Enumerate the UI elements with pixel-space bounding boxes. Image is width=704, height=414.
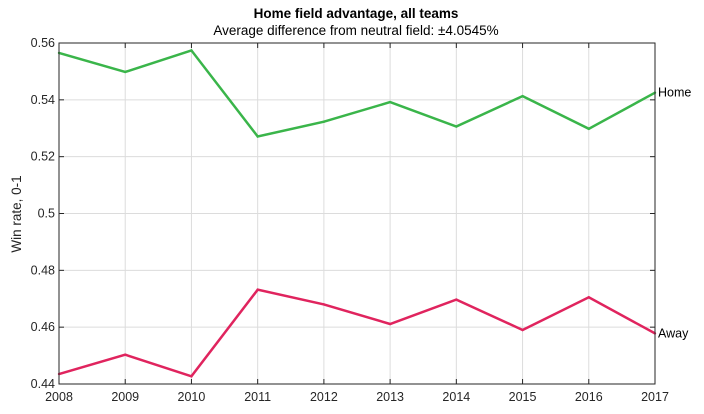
data-point-away bbox=[190, 375, 193, 378]
series-line-home bbox=[58, 48, 656, 138]
chart-title: Home field advantage, all teams bbox=[254, 6, 459, 21]
y-axis-label: Win rate, 0-1 bbox=[9, 175, 24, 252]
x-tick-label: 2011 bbox=[244, 390, 271, 404]
data-point-home bbox=[322, 120, 326, 123]
x-tick-label: 2015 bbox=[509, 390, 537, 404]
data-point-home bbox=[256, 135, 259, 138]
data-point-home bbox=[521, 94, 524, 98]
data-point-home bbox=[587, 127, 590, 131]
y-tick-label: 0.54 bbox=[31, 93, 55, 107]
data-point-home bbox=[455, 125, 458, 128]
x-tick-label: 2016 bbox=[575, 390, 603, 404]
x-tick-label: 2014 bbox=[442, 390, 470, 404]
x-tick-label: 2010 bbox=[178, 390, 206, 404]
series-label-home: Home bbox=[658, 86, 691, 100]
data-point-away bbox=[322, 303, 326, 306]
y-tick-label: 0.52 bbox=[31, 150, 55, 164]
x-tick-label: 2017 bbox=[641, 390, 669, 404]
y-tick-label: 0.44 bbox=[31, 377, 55, 391]
data-point-away bbox=[587, 296, 590, 299]
series-label-away: Away bbox=[658, 326, 689, 340]
data-point-away bbox=[124, 353, 127, 356]
data-point-away bbox=[455, 298, 458, 301]
y-tick-label: 0.48 bbox=[31, 263, 55, 277]
x-tick-label: 2009 bbox=[111, 390, 139, 404]
y-tick-label: 0.46 bbox=[31, 320, 55, 334]
data-point-away bbox=[388, 322, 392, 326]
series-lines bbox=[57, 48, 657, 378]
x-tick-label: 2012 bbox=[310, 390, 338, 404]
data-point-away bbox=[256, 288, 259, 291]
data-point-away bbox=[521, 328, 524, 332]
series-line-away bbox=[58, 288, 656, 378]
y-tick-label: 0.56 bbox=[31, 36, 55, 50]
grid bbox=[59, 43, 655, 384]
data-point-home bbox=[190, 49, 193, 52]
x-tick-label: 2013 bbox=[376, 390, 404, 404]
data-point-home bbox=[124, 70, 127, 74]
x-tick-label: 2008 bbox=[45, 390, 73, 404]
chart-subtitle: Average difference from neutral field: ±… bbox=[213, 23, 498, 38]
y-tick-label: 0.5 bbox=[38, 207, 55, 221]
axis-ticks: 2008 2009 2010 2011 2012 2013 2014 2015 2016 2017… bbox=[31, 36, 669, 404]
series-labels: Home Away bbox=[658, 86, 691, 341]
data-point-home bbox=[388, 100, 392, 104]
